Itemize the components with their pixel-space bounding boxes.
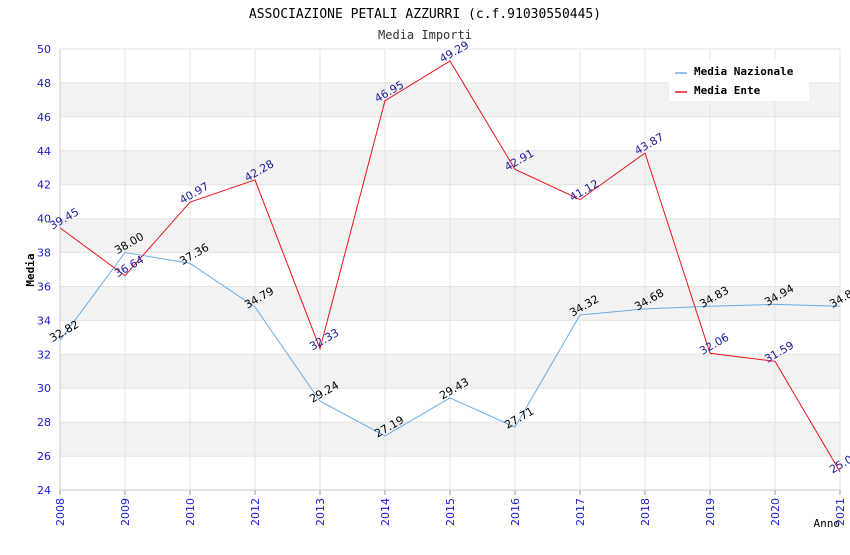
- x-tick-label: 2016: [509, 498, 522, 526]
- y-tick-label: 44: [37, 145, 51, 158]
- y-tick-labels: 24 26 28 30 32 34 36 38 40 42 44 46 48 50: [37, 43, 51, 497]
- x-tick-label: 2021: [834, 498, 847, 526]
- x-tick-label: 2020: [769, 498, 782, 526]
- x-tick-label: 2012: [249, 498, 262, 526]
- legend-box: [669, 60, 809, 101]
- x-tick-label: 2013: [314, 498, 327, 526]
- x-tick-label: 2017: [574, 498, 587, 526]
- x-axis-label: Anno: [814, 517, 841, 530]
- x-tick-label: 2018: [639, 498, 652, 526]
- y-tick-label: 36: [37, 280, 51, 293]
- chart-subtitle: Media Importi: [378, 28, 472, 42]
- y-tick-label: 50: [37, 43, 51, 56]
- y-tick-label: 26: [37, 450, 51, 463]
- y-tick-label: 28: [37, 416, 51, 429]
- y-tick-label: 32: [37, 348, 51, 361]
- series-line-nazionale: [59, 251, 841, 437]
- x-tick-label: 2008: [54, 498, 67, 526]
- y-tick-label: 24: [37, 484, 51, 497]
- chart-title: ASSOCIAZIONE PETALI AZZURRI (c.f.9103055…: [249, 7, 601, 22]
- x-tick-labels: 2008 2009 2010 2012 2013 2014 2015 2016 2017 2018…: [54, 498, 847, 526]
- axes: [59, 49, 841, 495]
- legend-label-ente: Media Ente: [694, 84, 761, 97]
- y-tick-label: 48: [37, 77, 51, 90]
- legend: Media Nazionale Media Ente: [669, 60, 809, 101]
- y-tick-label: 38: [37, 247, 51, 260]
- y-tick-label: 42: [37, 179, 51, 192]
- series-lines: [59, 60, 841, 472]
- x-tick-label: 2015: [444, 498, 457, 526]
- y-tick-label: 30: [37, 382, 51, 395]
- x-tick-label: 2009: [119, 498, 132, 526]
- legend-label-nazionale: Media Nazionale: [694, 65, 794, 78]
- y-tick-label: 46: [37, 111, 51, 124]
- x-tick-label: 2010: [184, 498, 197, 526]
- y-axis-label: Media: [24, 253, 37, 286]
- y-tick-label: 40: [37, 213, 51, 226]
- x-tick-label: 2014: [379, 498, 392, 526]
- x-tick-label: 2019: [704, 498, 717, 526]
- y-tick-label: 34: [37, 314, 51, 327]
- series-line-ente: [59, 60, 841, 472]
